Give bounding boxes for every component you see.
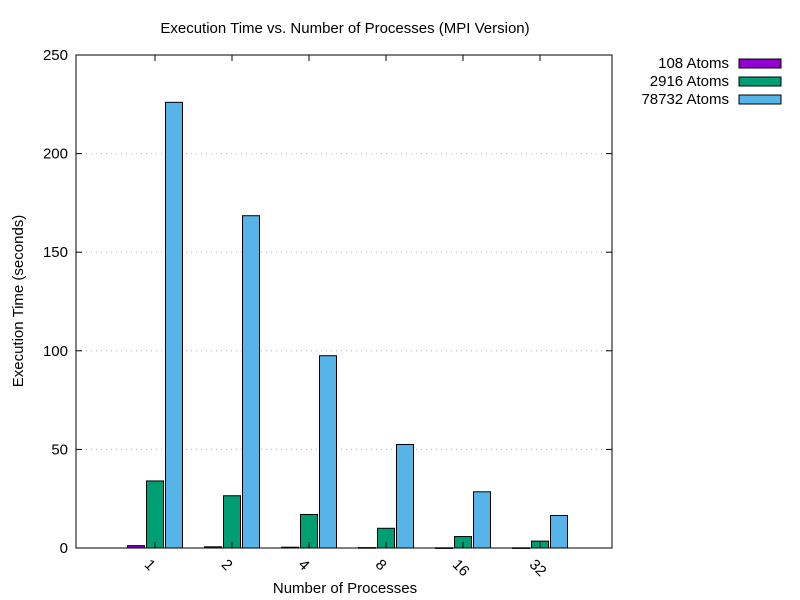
- bar-78732-atoms-16: [474, 492, 491, 548]
- x-tick-label: 2: [218, 556, 236, 574]
- bar-78732-atoms-32: [551, 515, 568, 548]
- y-tick-label: 50: [51, 441, 68, 458]
- y-tick-label: 150: [43, 244, 68, 261]
- legend-swatch: [739, 59, 781, 68]
- legend-label: 78732 Atoms: [641, 91, 729, 108]
- bars: [128, 102, 568, 548]
- bar-78732-atoms-1: [166, 102, 183, 548]
- y-tick-label: 100: [43, 343, 68, 360]
- bar-78732-atoms-8: [397, 444, 414, 548]
- x-tick-label: 16: [449, 556, 473, 580]
- bar-78732-atoms-2: [243, 216, 260, 548]
- legend-label: 2916 Atoms: [650, 73, 729, 90]
- bar-78732-atoms-4: [320, 356, 337, 548]
- bar-2916-atoms-2: [224, 496, 241, 548]
- x-tick-label: 32: [526, 556, 550, 580]
- x-axis-label: Number of Processes: [273, 580, 417, 597]
- legend-label: 108 Atoms: [658, 55, 729, 72]
- y-tick-label: 250: [43, 47, 68, 64]
- bar-2916-atoms-1: [147, 481, 164, 548]
- y-tick-label: 200: [43, 146, 68, 163]
- plot-frame: [76, 55, 612, 548]
- x-tick-label: 1: [141, 556, 159, 574]
- y-tick-label: 0: [60, 540, 68, 557]
- chart-title: Execution Time vs. Number of Processes (…: [160, 20, 529, 37]
- legend-swatch: [739, 77, 781, 86]
- grid-lines: [76, 154, 612, 450]
- x-tick-label: 8: [372, 556, 390, 574]
- y-axis-label: Execution Time (seconds): [10, 215, 27, 388]
- legend-swatch: [739, 95, 781, 104]
- x-tick-label: 4: [295, 556, 313, 574]
